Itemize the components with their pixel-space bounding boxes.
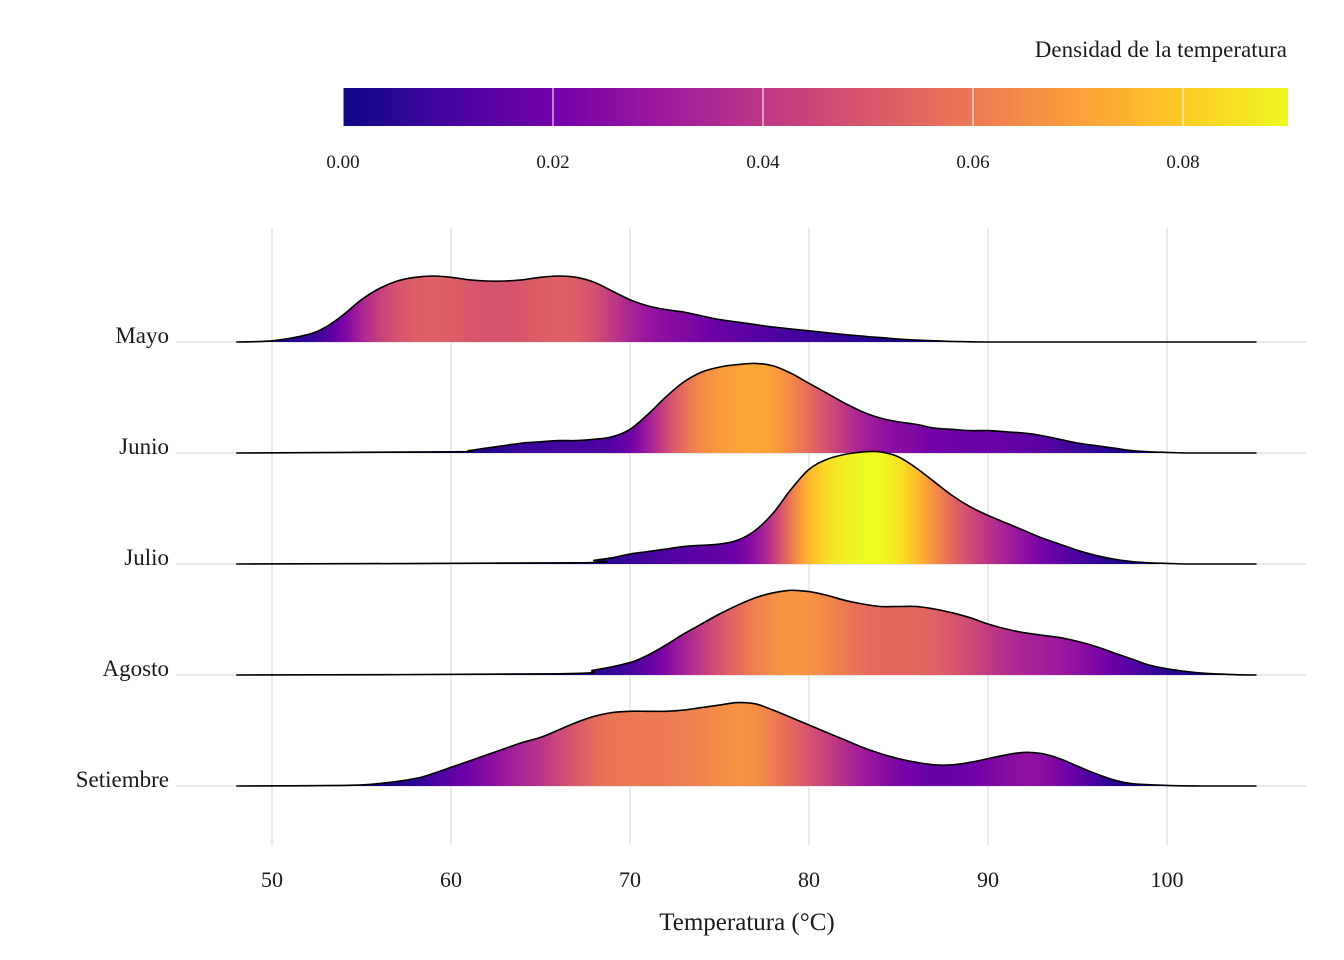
colorbar-tick-label: 0.06 [956,152,989,173]
x-tick-label: 100 [1151,867,1184,892]
colorbar-tick-label: 0.04 [746,152,780,173]
ridge-junio [236,362,1257,454]
month-label: Setiembre [76,767,169,792]
month-label: Mayo [115,323,169,348]
month-label: Junio [119,434,169,459]
x-tick-label: 90 [977,867,999,892]
ridge-setiembre [236,701,1257,787]
legend-title: Densidad de la temperatura [1035,37,1287,62]
x-tick-label: 50 [261,867,283,892]
ridge-area [236,276,988,342]
colorbar-tick-label: 0.00 [326,152,359,173]
ridge-outline [236,701,1257,787]
ridge-outline [236,275,1257,343]
ridges [236,275,1257,787]
colorbar [343,88,1288,126]
ridge-outline [236,589,1257,676]
month-labels: Mayo Junio Julio Agosto Setiembre [76,323,169,792]
ridge-mayo [236,275,1257,343]
x-tick-label: 60 [440,867,462,892]
ridge-outline [236,362,1257,454]
month-label: Agosto [103,656,169,681]
month-label: Julio [124,545,169,570]
ridge-agosto [236,589,1257,676]
x-tick-label: 70 [619,867,641,892]
x-tick-label: 80 [798,867,820,892]
ridge-area [236,451,1185,564]
ridge-area [236,363,1185,453]
x-axis-ticks: 50 60 70 80 90 100 [261,867,1184,892]
x-axis-title: Temperatura (°C) [659,909,835,936]
colorbar-tick-label: 0.08 [1166,152,1199,173]
ridge-area [236,702,1203,786]
ridge-area [236,590,1257,675]
colorbar-tick-label: 0.02 [536,152,569,173]
colorbar-legend: Densidad de la temperatura 0.00 0.02 0.04 0… [326,37,1288,173]
colorbar-ticks: 0.00 0.02 0.04 0.06 0.08 [326,88,1200,173]
ridge-julio [236,450,1257,565]
ridge-outline [236,450,1257,565]
